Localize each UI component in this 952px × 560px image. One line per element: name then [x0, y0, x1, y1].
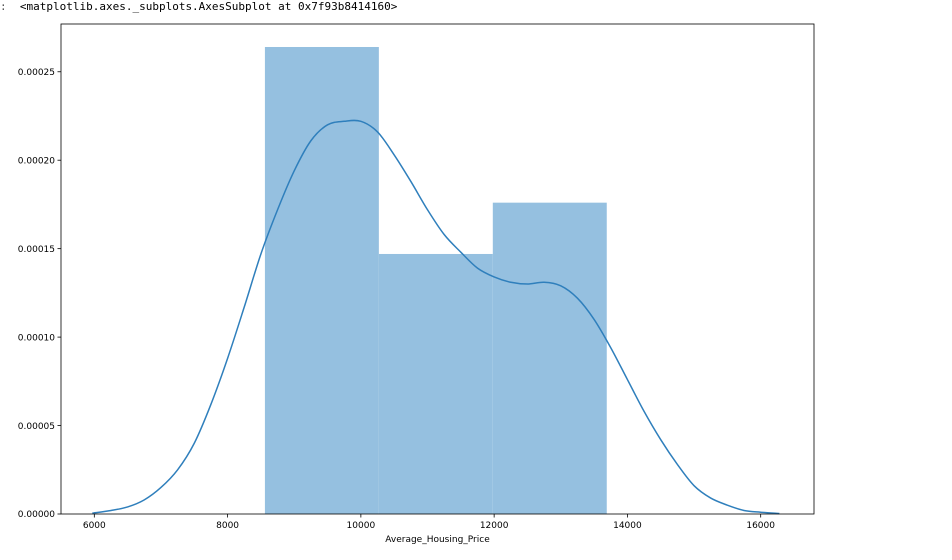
- histogram-bar-1: [264, 46, 379, 514]
- bars-layer: [264, 46, 607, 515]
- x-tick-label: 6000: [83, 521, 106, 531]
- y-tick-label: 0.00020: [18, 156, 55, 166]
- x-tick-label: 14000: [613, 521, 642, 531]
- y-tick-label: 0.00000: [18, 510, 55, 520]
- y-tick-label: 0.00010: [18, 333, 55, 343]
- x-tick-label: 12000: [480, 521, 509, 531]
- axes-frame: [60, 23, 815, 515]
- x-tick-label: 16000: [746, 521, 775, 531]
- output-text: : <matplotlib.axes._subplots.AxesSubplot…: [0, 0, 397, 14]
- output-prompt: :: [0, 0, 7, 13]
- kde-curve: [92, 119, 780, 515]
- axes-repr-text: <matplotlib.axes._subplots.AxesSubplot a…: [19, 0, 398, 13]
- histogram-bar-2: [378, 253, 493, 514]
- y-tick-label: 0.00015: [18, 245, 55, 255]
- y-tick-label: 0.00025: [18, 68, 55, 78]
- x-tick-label: 8000: [216, 521, 239, 531]
- histogram-bar-3: [492, 202, 607, 515]
- y-axis: 0.00000 0.00005 0.00010 0.00015 0.00020 0.000…: [18, 68, 61, 520]
- y-tick-label: 0.00005: [18, 422, 55, 432]
- x-axis: 6000 8000 10000 12000 14000 16000: [83, 514, 775, 531]
- x-tick-label: 10000: [347, 521, 376, 531]
- x-axis-title: Average_Housing_Price: [385, 535, 490, 545]
- kde-layer: [92, 119, 780, 515]
